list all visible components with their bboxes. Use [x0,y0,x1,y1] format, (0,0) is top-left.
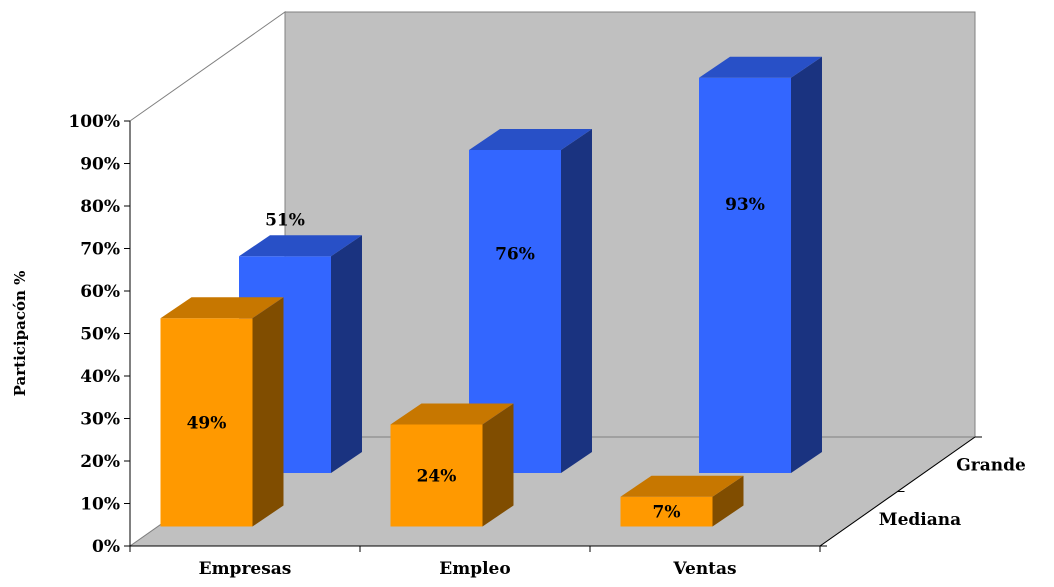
data-label: 49% [187,413,227,433]
y-tick-label: 30% [80,410,120,430]
bar-side [482,403,514,527]
bar-front [390,424,483,527]
bar-top [390,403,514,425]
bar-mediana-ventas [620,475,744,527]
bar-mediana-empleo [390,403,514,527]
y-tick-label: 100% [68,112,120,132]
y-axis: 0% 10% 20% 30% 40% 50% 60% 70% 80% 90% 100% Partici… [11,112,131,557]
y-axis-title: Participacón % [11,271,29,397]
y-tick-label: 70% [80,240,120,260]
data-label: 24% [417,467,457,487]
y-tick-label: 90% [80,155,120,175]
bar-top [469,129,592,150]
bar-top [620,475,744,497]
bar-top [239,235,362,257]
series-label: Grande [956,455,1026,475]
series-label: Mediana [879,510,961,530]
y-tick-label: 80% [80,197,120,217]
y-tick-label: 40% [80,367,120,387]
bar-side [791,56,822,473]
y-tick-label: 20% [80,452,120,472]
bar-side [252,297,284,527]
bar-grande-ventas [699,56,822,473]
data-label: 7% [653,503,681,523]
bar-top [699,56,822,78]
bar-mediana-empresas [160,297,284,527]
data-label: 93% [725,195,765,215]
bar-side [712,475,744,527]
y-tick-label: 10% [80,495,120,515]
bar-front [160,318,253,527]
bar-side [561,129,592,473]
category-axis: Empresas Empleo Ventas Mediana Grande [129,436,1026,579]
y-tick-label: 50% [80,325,120,345]
bars [160,56,822,527]
category-label: Empleo [439,559,510,579]
bar-side [331,235,362,473]
data-label: 51% [265,210,305,230]
category-label: Empresas [199,559,292,579]
bar-front [620,496,713,527]
y-tick-label: 60% [80,282,120,302]
category-label: Ventas [672,559,736,579]
bar-top [160,297,284,319]
data-labels: 51% 76% 93% 49% 24% 7% [187,195,765,522]
data-label: 76% [495,244,535,264]
bar-front [699,77,791,473]
y-tick-label: 0% [92,537,120,557]
chart-back-wall [284,11,976,438]
